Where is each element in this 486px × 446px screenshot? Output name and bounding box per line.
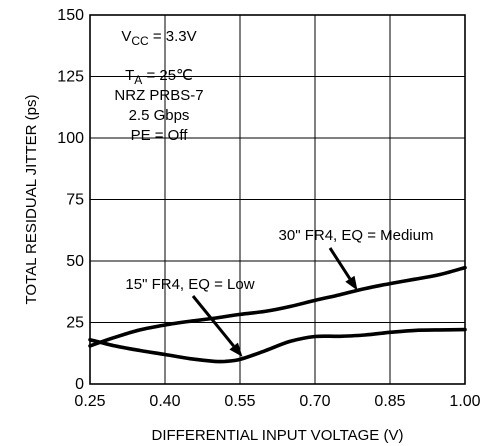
series-line-15in-fr4	[88, 327, 467, 364]
series-line-30in-fr4	[88, 265, 467, 348]
x-tick-label: 0.25	[74, 393, 105, 410]
x-tick-label: 0.70	[299, 393, 330, 410]
annotation-arrows	[191, 247, 358, 357]
condition-ta-symbol: T	[125, 67, 134, 84]
annotation-arrow-head	[229, 342, 243, 357]
x-tick-label: 1.00	[449, 393, 480, 410]
annotation-15in-fr4: 15" FR4, EQ = Low	[125, 276, 254, 293]
x-tick-label: 0.40	[149, 393, 180, 410]
y-tick-label: 150	[57, 7, 84, 24]
x-tick-label: 0.85	[374, 393, 405, 410]
condition-vcc-value: = 3.3V	[149, 28, 197, 45]
y-tick-label: 125	[57, 69, 84, 86]
annotation-arrow-line	[191, 295, 235, 348]
y-tick-label: 100	[57, 130, 84, 147]
y-tick-label: 50	[66, 253, 84, 270]
annotation-arrow-line	[328, 247, 352, 280]
condition-rate: 2.5 Gbps	[129, 107, 190, 124]
plot-frame	[89, 14, 466, 385]
conditions-box: VCC = 3.3V TA = 25℃ NRZ PRBS-7 2.5 Gbps …	[114, 28, 203, 144]
annotation-arrow-head	[345, 275, 358, 291]
condition-vcc: VCC = 3.3V	[121, 28, 196, 48]
condition-pe: PE = Off	[131, 127, 189, 144]
condition-vcc-subscript: CC	[131, 34, 149, 48]
y-tick-label: 75	[66, 192, 84, 209]
condition-vcc-symbol: V	[121, 28, 131, 45]
condition-pattern: NRZ PRBS-7	[114, 87, 203, 104]
condition-ta-subscript: A	[134, 73, 142, 87]
x-axis-label: DIFFERENTIAL INPUT VOLTAGE (V)	[152, 427, 404, 444]
y-tick-label: 25	[66, 315, 84, 332]
annotation-30in-fr4: 30" FR4, EQ = Medium	[279, 227, 434, 244]
y-tick-labels: 0 25 50 75 100 125 150	[57, 7, 84, 393]
condition-ta: TA = 25℃	[125, 67, 193, 87]
y-axis-label: TOTAL RESIDUAL JITTER (ps)	[23, 94, 40, 304]
condition-ta-value: = 25℃	[142, 67, 193, 84]
series-group	[88, 265, 467, 364]
y-tick-label: 0	[75, 376, 84, 393]
x-tick-labels: 0.25 0.40 0.55 0.70 0.85 1.00	[74, 393, 480, 410]
x-tick-label: 0.55	[224, 393, 255, 410]
